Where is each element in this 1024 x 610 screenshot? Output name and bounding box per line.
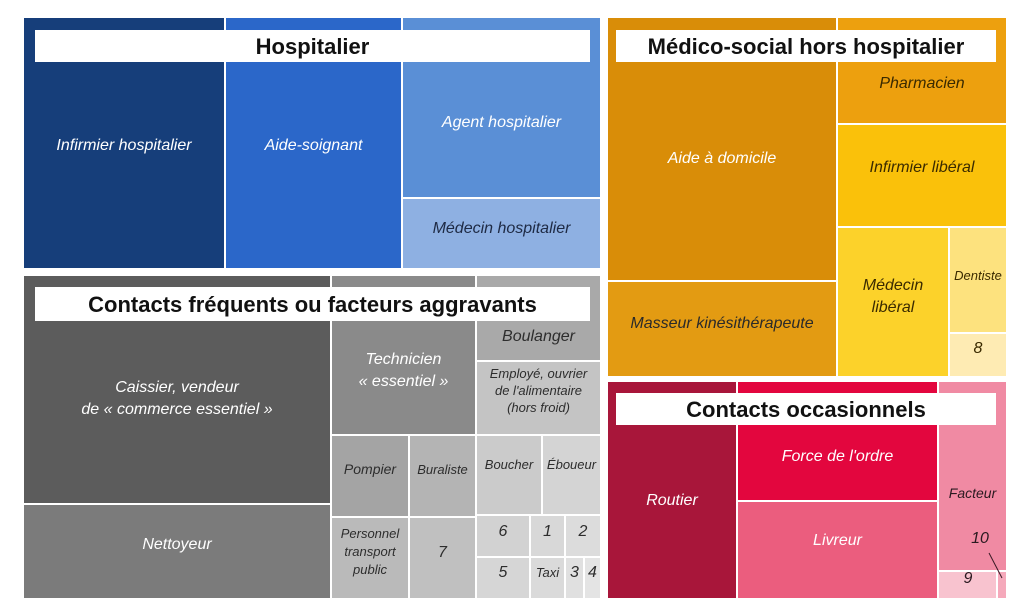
cell-pompier bbox=[332, 436, 408, 516]
cell-dentiste bbox=[950, 228, 1006, 332]
group-header-box-contacts-occasionnels bbox=[616, 393, 996, 425]
label-technicien-essentiel: Technicien « essentiel » bbox=[359, 351, 449, 390]
cell-buraliste bbox=[410, 436, 475, 516]
cell-6 bbox=[477, 516, 529, 556]
cell-medecin-hospitalier bbox=[403, 199, 600, 268]
label-dentiste: Dentiste bbox=[954, 268, 1002, 283]
label-2: 2 bbox=[578, 523, 588, 540]
group-header-box-contacts-frequents-ou-facteurs-aggravants bbox=[35, 287, 590, 321]
label-9: 9 bbox=[964, 570, 973, 587]
label-eboueur: Éboueur bbox=[547, 457, 597, 472]
cell-1 bbox=[531, 516, 564, 556]
cell-nettoyeur bbox=[24, 505, 330, 598]
label-caissier-vendeur-de-commerce-essentiel: Caissier, vendeur de « commerce essentiel… bbox=[81, 379, 272, 418]
cell-boucher bbox=[477, 436, 541, 514]
label-infirmier-liberal: Infirmier libéral bbox=[870, 159, 975, 176]
cell-masseur-kinesitherapeute bbox=[608, 282, 836, 376]
cell-4 bbox=[585, 558, 600, 598]
label-buraliste: Buraliste bbox=[417, 462, 468, 477]
cell-10 bbox=[998, 572, 1006, 598]
cell-livreur bbox=[738, 502, 937, 598]
label-4: 4 bbox=[588, 564, 597, 581]
cell-eboueur bbox=[543, 436, 600, 514]
label-employe-ouvrier-de-l-alimentaire-hors-froid: Employé, ouvrier de l'alimentaire (hors fr… bbox=[490, 366, 588, 415]
group-header-contacts-occasionnels: Contacts occasionnels bbox=[686, 397, 926, 422]
label-10: 10 bbox=[971, 530, 989, 547]
label-pharmacien: Pharmacien bbox=[879, 75, 964, 92]
leader-line-10 bbox=[988, 552, 1003, 579]
cell-personnel-transport-public bbox=[332, 518, 408, 598]
label-3: 3 bbox=[570, 564, 579, 581]
label-personnel-transport-public: Personnel transport public bbox=[341, 526, 401, 577]
label-aide-soignant: Aide-soignant bbox=[264, 137, 363, 154]
label-pompier: Pompier bbox=[344, 461, 397, 477]
label-6: 6 bbox=[499, 523, 508, 540]
label-agent-hospitalier: Agent hospitalier bbox=[441, 114, 562, 131]
treemap-labels: Infirmier hospitalier Aide-soignant Agent … bbox=[56, 75, 1003, 587]
label-taxi: Taxi bbox=[536, 565, 560, 580]
label-medecin-hospitalier: Médecin hospitalier bbox=[433, 220, 572, 237]
label-boulanger: Boulanger bbox=[502, 328, 576, 345]
group-header-box-hospitalier bbox=[35, 30, 590, 62]
label-force-de-l-ordre: Force de l'ordre bbox=[782, 448, 894, 465]
group-header-medico-social-hors-hospitalier: Médico-social hors hospitalier bbox=[648, 34, 965, 59]
label-5: 5 bbox=[499, 564, 508, 581]
cell-infirmier-liberal bbox=[838, 125, 1006, 226]
label-1: 1 bbox=[543, 523, 552, 540]
cell-7 bbox=[410, 518, 475, 598]
cell-employe-ouvrier-de-l-alimentaire-hors-froid bbox=[477, 362, 600, 434]
label-nettoyeur: Nettoyeur bbox=[142, 536, 212, 553]
cell-3 bbox=[566, 558, 583, 598]
cell-8 bbox=[950, 334, 1006, 376]
cell-5 bbox=[477, 558, 529, 598]
label-8: 8 bbox=[974, 340, 983, 357]
label-medecin-liberal: Médecin libéral bbox=[863, 277, 924, 316]
group-headers: Hospitalier Médico-social hors hospitalie… bbox=[35, 30, 996, 425]
label-masseur-kinesitherapeute: Masseur kinésithérapeute bbox=[630, 315, 813, 332]
label-boucher: Boucher bbox=[485, 457, 534, 472]
cell-taxi bbox=[531, 558, 564, 598]
cell-medecin-liberal bbox=[838, 228, 948, 376]
label-infirmier-hospitalier: Infirmier hospitalier bbox=[56, 137, 192, 154]
label-livreur: Livreur bbox=[813, 532, 863, 549]
label-routier: Routier bbox=[646, 492, 698, 509]
group-header-hospitalier: Hospitalier bbox=[256, 34, 370, 59]
label-aide-a-domicile: Aide à domicile bbox=[667, 150, 777, 167]
group-header-box-medico-social-hors-hospitalier bbox=[616, 30, 996, 62]
group-header-contacts-frequents-ou-facteurs-aggravants: Contacts fréquents ou facteurs aggravant… bbox=[88, 292, 537, 317]
cell-2 bbox=[566, 516, 600, 556]
label-facteur: Facteur bbox=[949, 485, 998, 501]
cell-9 bbox=[939, 572, 996, 598]
label-7: 7 bbox=[438, 544, 448, 561]
